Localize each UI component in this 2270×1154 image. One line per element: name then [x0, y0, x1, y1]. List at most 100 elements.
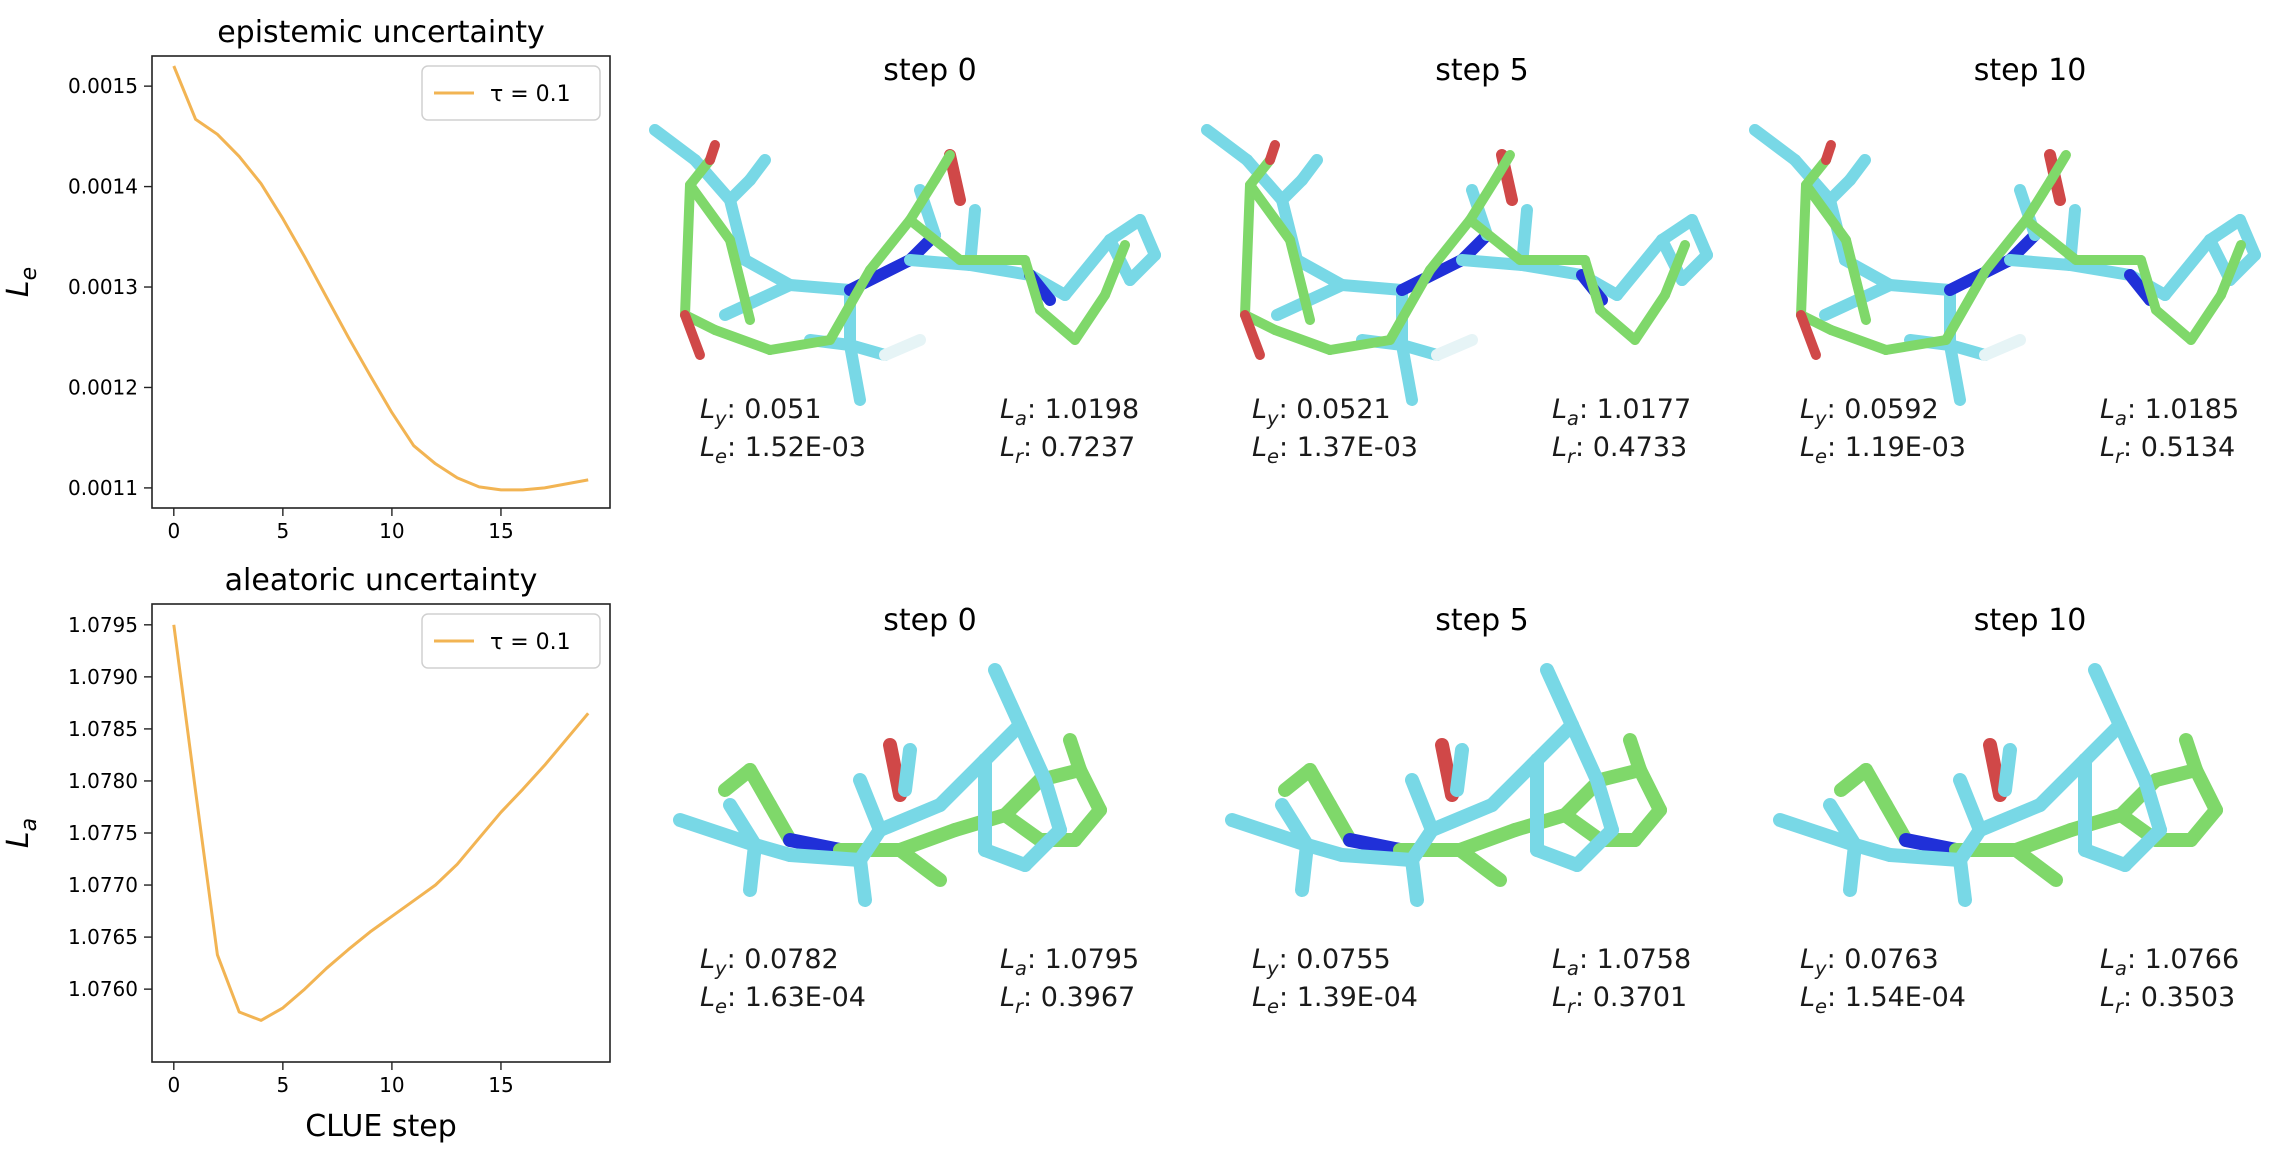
- bond-reference: [1453, 823, 1522, 857]
- bond-model: [1225, 813, 1314, 852]
- bond-model: [879, 334, 926, 361]
- bond-reference: [685, 180, 735, 245]
- bond-model: [1336, 279, 1408, 296]
- bond-reference: [998, 808, 1047, 847]
- molecule-structure: [673, 663, 1107, 907]
- bond-reference: [685, 155, 715, 190]
- bond-reference: [1834, 763, 1873, 797]
- bond-reference: [1425, 215, 1475, 275]
- bond-model: [2159, 234, 2216, 301]
- bond-model: [1335, 848, 1419, 867]
- bond-model: [2078, 718, 2127, 767]
- chart-title: epistemic uncertainty: [217, 15, 545, 50]
- bond-reference: [1035, 305, 1080, 345]
- metric-lr: Lr: 0.5134: [2100, 432, 2235, 468]
- x-tick-label: 15: [488, 519, 513, 543]
- bond-model: [1540, 663, 1579, 732]
- metric-ly: Ly: 0.0782: [700, 944, 839, 980]
- y-tick-label: 0.0012: [68, 375, 138, 399]
- bond-reference: [1826, 325, 1891, 355]
- bond-reference: [1660, 240, 1690, 300]
- y-axis-label: La: [1, 818, 42, 848]
- bond-model: [1823, 798, 1862, 852]
- bond-reference: [2189, 763, 2223, 817]
- bond-reference: [1245, 155, 1275, 190]
- bond-model: [1431, 334, 1478, 361]
- metric-ly: Ly: 0.0521: [1252, 394, 1391, 430]
- bond-model: [1570, 823, 1619, 872]
- bond-model: [1396, 339, 1418, 406]
- bond-reference: [1899, 833, 1963, 857]
- molecule-structure: [1773, 663, 2223, 907]
- bond-reference: [2009, 823, 2078, 857]
- bond-reference: [2021, 215, 2081, 265]
- bond-model: [1485, 753, 1544, 812]
- bond-model: [673, 813, 762, 852]
- bond-model: [2138, 773, 2167, 837]
- molecule-structure: [1201, 124, 1713, 406]
- bond-model: [1291, 254, 1348, 291]
- bond-model: [1773, 813, 1862, 852]
- metric-le: Le: 1.37E-03: [1252, 432, 1418, 468]
- bond-model: [1405, 853, 1424, 907]
- y-tick-label: 1.0775: [68, 821, 138, 845]
- x-tick-label: 10: [379, 1073, 404, 1097]
- y-tick-label: 0.0015: [68, 74, 138, 98]
- bond-model: [1611, 234, 1668, 301]
- bond-reference: [1325, 335, 1395, 355]
- bond-reference: [705, 140, 720, 165]
- plot-frame: [151, 55, 611, 509]
- bond-model: [1973, 798, 2047, 837]
- bond-model: [1516, 259, 1588, 281]
- metric-le: Le: 1.39E-04: [1252, 982, 1418, 1018]
- bond-reference: [1020, 255, 1045, 315]
- bond-model: [784, 279, 856, 296]
- metric-la: La: 1.0766: [2100, 944, 2239, 980]
- bond-model: [1883, 848, 1967, 867]
- bond-model: [844, 339, 866, 406]
- x-tick-label: 10: [379, 519, 404, 543]
- panel-title: step 0: [883, 603, 977, 638]
- bond-reference: [2216, 240, 2246, 300]
- bond-model: [2033, 753, 2092, 812]
- y-tick-label: 1.0785: [68, 717, 138, 741]
- bond-model: [1530, 843, 1584, 872]
- bond-model: [1456, 254, 1528, 271]
- bond-model: [1450, 743, 1469, 797]
- series-line: [172, 65, 589, 492]
- metric-lr: Lr: 0.7237: [1000, 432, 1135, 468]
- metric-la: La: 1.0198: [1000, 394, 1139, 430]
- bond-model: [744, 154, 771, 186]
- bond-model: [1134, 214, 1161, 261]
- bond-reference: [1073, 763, 1107, 817]
- bond-model: [1241, 154, 1288, 206]
- bond-reference: [1265, 140, 1280, 165]
- x-axis-label: CLUE step: [305, 1109, 457, 1144]
- bond-reference: [1801, 155, 1831, 190]
- bond-model: [933, 753, 992, 812]
- x-tick-label: 15: [488, 1073, 513, 1097]
- bond-model: [719, 279, 796, 321]
- bond-reference: [1285, 235, 1315, 325]
- metric-ly: Ly: 0.0592: [1800, 394, 1939, 430]
- metric-la: La: 1.0758: [1552, 944, 1691, 980]
- bond-reference: [1100, 240, 1130, 300]
- bond-model: [1018, 823, 1067, 872]
- bond-model: [2064, 259, 2136, 281]
- legend-box: [421, 65, 601, 121]
- bond-reference: [2046, 150, 2071, 185]
- epistemic-chart: epistemic uncertainty 0 5 10 15 0.0011 0.0012 0…: [1, 15, 611, 543]
- bond-reference: [1796, 180, 1811, 320]
- bond-model: [883, 738, 907, 802]
- bond-model: [2234, 214, 2261, 261]
- bond-model: [978, 718, 1027, 767]
- metric-le: Le: 1.63E-04: [700, 982, 866, 1018]
- bond-model: [649, 124, 701, 166]
- bond-model: [1565, 718, 1604, 787]
- bond-reference: [1881, 335, 1951, 355]
- bond-reference: [1063, 733, 1087, 777]
- bond-model: [783, 848, 867, 867]
